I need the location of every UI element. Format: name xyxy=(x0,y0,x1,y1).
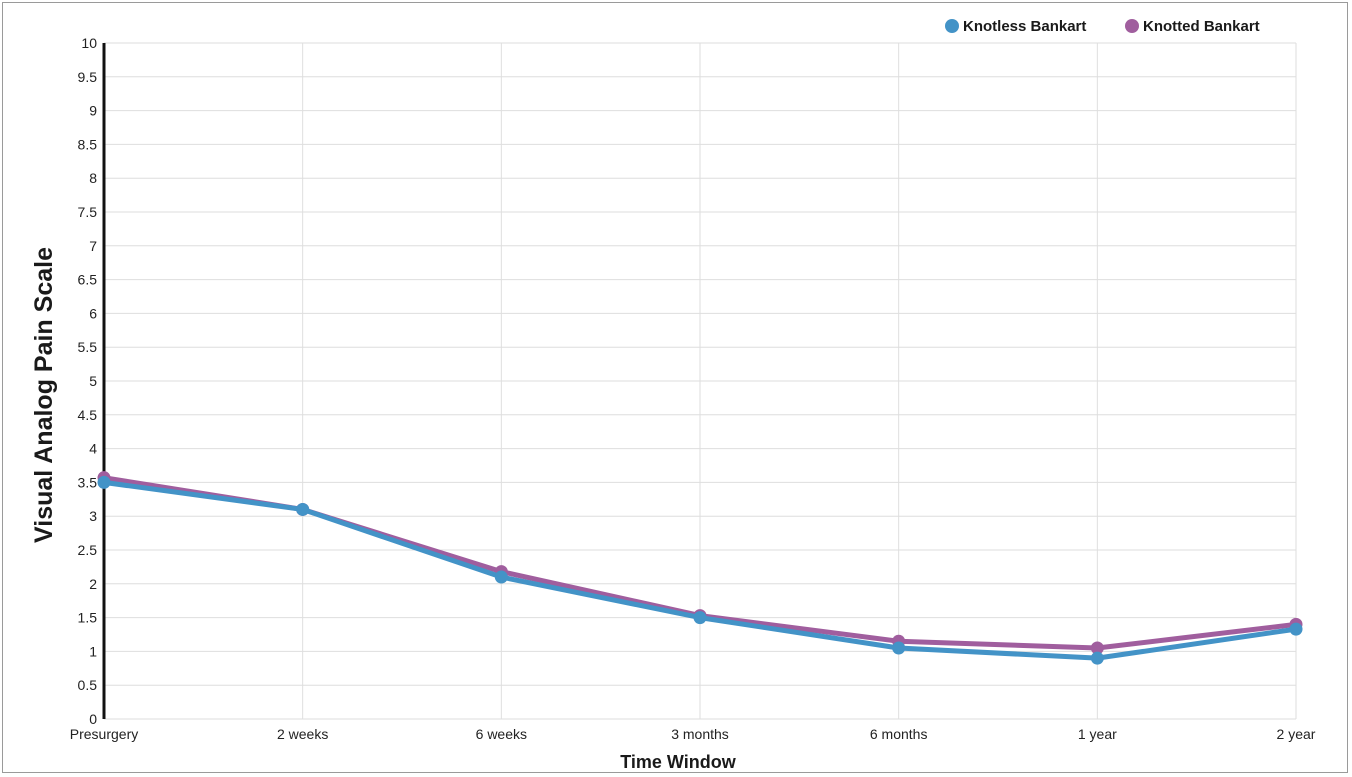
x-tick-label: 6 weeks xyxy=(476,726,527,742)
y-tick-label: 5 xyxy=(89,373,97,389)
data-point xyxy=(892,641,906,655)
y-tick-labels: 0 0.5 1 1.5 2 2.5 3 3.5 4 4.5 5 5.5 6 6.5 7 7.5 8 8.5 9 9.5… xyxy=(78,35,98,727)
y-tick-label: 4.5 xyxy=(78,407,98,423)
y-tick-label: 6 xyxy=(89,305,97,321)
y-tick-label: 8 xyxy=(89,170,97,186)
legend-item: Knotted Bankart xyxy=(1125,18,1260,35)
data-series xyxy=(97,471,1303,665)
y-tick-label: 3 xyxy=(89,508,97,524)
legend: Knotless Bankart Knotted Bankart xyxy=(945,18,1260,35)
data-point xyxy=(97,475,111,489)
y-tick-label: 0.5 xyxy=(78,677,98,693)
y-tick-label: 9 xyxy=(89,103,97,119)
y-tick-label: 6.5 xyxy=(78,272,98,288)
legend-label: Knotted Bankart xyxy=(1143,18,1260,35)
y-tick-label: 4 xyxy=(89,441,97,457)
x-axis-title: Time Window xyxy=(620,752,737,772)
y-tick-label: 10 xyxy=(81,35,97,51)
series-knotless-bankart xyxy=(97,475,1303,665)
y-axis-title: Visual Analog Pain Scale xyxy=(30,247,58,543)
y-tick-label: 2 xyxy=(89,576,97,592)
legend-label: Knotless Bankart xyxy=(963,18,1086,35)
y-tick-label: 2.5 xyxy=(78,542,98,558)
x-tick-label: Presurgery xyxy=(70,726,138,742)
legend-marker xyxy=(945,19,959,33)
data-point xyxy=(1090,641,1104,655)
data-point xyxy=(1289,622,1303,636)
data-point xyxy=(693,611,707,625)
y-tick-label: 1.5 xyxy=(78,610,98,626)
x-tick-label: 3 months xyxy=(671,726,729,742)
y-tick-label: 7 xyxy=(89,238,97,254)
y-tick-label: 7.5 xyxy=(78,204,98,220)
y-tick-label: 9.5 xyxy=(78,69,98,85)
y-tick-label: 1 xyxy=(89,643,97,659)
x-tick-label: 2 year xyxy=(1277,726,1316,742)
y-tick-label: 0 xyxy=(89,711,97,727)
x-tick-label: 6 months xyxy=(870,726,928,742)
y-tick-label: 8.5 xyxy=(78,136,98,152)
x-tick-labels: Presurgery 2 weeks 6 weeks 3 months 6 months… xyxy=(70,726,1316,742)
x-tick-label: 1 year xyxy=(1078,726,1117,742)
y-tick-label: 5.5 xyxy=(78,339,98,355)
x-tick-label: 2 weeks xyxy=(277,726,328,742)
legend-item: Knotless Bankart xyxy=(945,18,1086,35)
grid-lines xyxy=(104,42,1297,720)
legend-marker xyxy=(1125,19,1139,33)
data-point xyxy=(494,570,508,584)
data-point xyxy=(296,502,310,516)
y-tick-label: 3.5 xyxy=(78,474,98,490)
data-point xyxy=(1090,651,1104,665)
